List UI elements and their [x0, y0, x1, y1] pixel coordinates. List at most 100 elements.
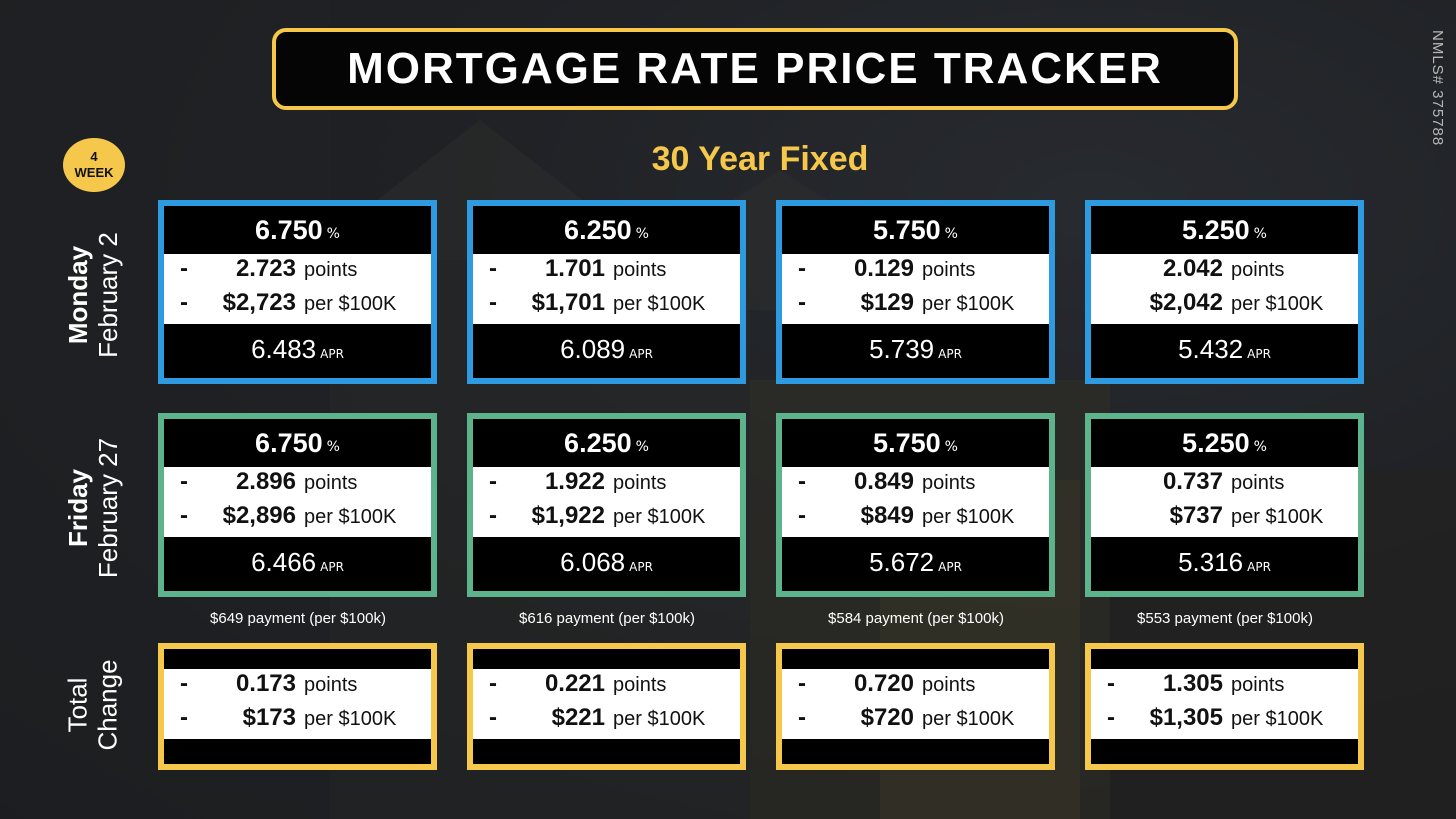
card-top-bar [164, 649, 431, 669]
total-change-card: - 1.305 points - $1,305 per $100K [1085, 643, 1364, 770]
cost-unit: per $100K [922, 293, 1015, 315]
apr-label: APR [320, 560, 344, 574]
apr-value: 6.466 [251, 546, 317, 577]
points-line: - 1.701 points [473, 255, 740, 289]
points-unit: points [613, 259, 667, 281]
cost-value: $1,922 [531, 502, 605, 529]
percent-sign: % [635, 226, 649, 242]
apr-label: APR [629, 347, 653, 361]
points-value: 0.849 [853, 468, 914, 495]
cost-sign: - [1107, 704, 1115, 731]
rate-value: 6.750 [255, 427, 323, 458]
rate-row: 5.250% [1091, 206, 1358, 254]
cost-line: - $720 per $100K [782, 704, 1049, 738]
cost-sign: - [489, 704, 497, 731]
cost-line: - $1,701 per $100K [473, 289, 740, 323]
friday-rate-card: 6.250% -1.922 points - $1,922 per $100K 6.068 A… [467, 413, 746, 597]
points-line: - 2.896 points [164, 468, 431, 502]
percent-sign: % [1253, 439, 1267, 455]
card-top-bar [473, 649, 740, 669]
rate-value: 5.250 [1182, 427, 1250, 458]
cost-line: - $2,896 per $100K [164, 502, 431, 536]
cost-sign: - [798, 704, 806, 731]
points-value: 0.720 [853, 670, 914, 697]
points-unit: points [1231, 472, 1285, 494]
points-unit: points [922, 674, 976, 696]
rate-row: 5.250% [1091, 419, 1358, 467]
points-unit: points [1231, 259, 1285, 281]
points-value: 2.896 [235, 468, 296, 495]
percent-sign: % [326, 439, 340, 455]
cost-sign: - [180, 502, 188, 529]
cost-value: $2,723 [222, 289, 296, 316]
points-line: - 1.922 points [473, 468, 740, 502]
cost-line: $737 per $100K [1091, 502, 1358, 536]
points-cost-block: 2.042 points $2,042 per $100K [1091, 254, 1358, 324]
cost-unit: per $100K [1231, 708, 1324, 730]
points-unit: points [1231, 674, 1285, 696]
points-sign: - [180, 468, 188, 495]
product-subtitle: 30 Year Fixed [651, 140, 869, 178]
cost-line: - $173 per $100K [164, 704, 431, 738]
cost-value: $720 [860, 704, 914, 731]
card-bottom-bar [164, 739, 431, 761]
friday-rate-card: 5.750% -0.849 points - $849 per $100K 5.672 APR [776, 413, 1055, 597]
apr-row: 5.672 APR [782, 537, 1049, 587]
cost-line: - $1,305 per $100K [1091, 704, 1358, 738]
points-unit: points [304, 674, 358, 696]
points-unit: points [304, 259, 358, 281]
rate-value: 6.750 [255, 214, 323, 245]
cost-sign: - [180, 289, 188, 316]
apr-row: 6.068 APR [473, 537, 740, 587]
apr-row: 6.483 APR [164, 324, 431, 374]
cost-sign: - [489, 289, 497, 316]
cost-unit: per $100K [922, 506, 1015, 528]
nmls-number: NMLS# 375788 [1429, 30, 1446, 147]
points-line: - 0.849 points [782, 468, 1049, 502]
points-value: 2.723 [235, 255, 296, 282]
payment-note: $553 payment (per $100k) [1137, 610, 1313, 627]
points-value: 1.922 [544, 468, 605, 495]
points-cost-block: - 0.173 points - $173 per $100K [164, 669, 431, 739]
monday-rate-card: 6.250% -1.701 points - $1,701 per $100K 6.089 A… [467, 200, 746, 384]
card-top-bar [782, 649, 1049, 669]
points-cost-block: - 0.720 points - $720 per $100K [782, 669, 1049, 739]
rate-row: 5.750% [782, 419, 1049, 467]
points-line: - 2.723 points [164, 255, 431, 289]
points-value: 0.737 [1162, 468, 1223, 495]
apr-label: APR [1247, 347, 1271, 361]
four-week-badge: 4 WEEK [63, 138, 125, 192]
cost-unit: per $100K [304, 708, 397, 730]
cost-unit: per $100K [922, 708, 1015, 730]
cost-sign: - [180, 704, 188, 731]
rate-value: 5.750 [873, 427, 941, 458]
payment-note: $616 payment (per $100k) [519, 610, 695, 627]
points-sign: - [1107, 670, 1115, 697]
row-label-friday: Friday February 27 [58, 418, 128, 598]
badge-number: 4 [90, 149, 98, 164]
percent-sign: % [944, 439, 958, 455]
points-sign: - [489, 255, 497, 282]
points-line: - 0.129 points [782, 255, 1049, 289]
cost-sign: - [798, 502, 806, 529]
points-sign: - [798, 255, 806, 282]
points-value: 0.221 [544, 670, 605, 697]
points-line: - 0.173 points [164, 670, 431, 704]
points-cost-block: - 1.305 points - $1,305 per $100K [1091, 669, 1358, 739]
apr-value: 5.739 [869, 333, 935, 364]
friday-rate-card: 6.750% -2.896 points - $2,896 per $100K 6.466 A… [158, 413, 437, 597]
rate-value: 5.750 [873, 214, 941, 245]
points-value: 2.042 [1162, 255, 1223, 282]
friday-rate-card: 5.250% 0.737 points $737 per $100K 5.316 APR [1085, 413, 1364, 597]
card-bottom-bar [473, 739, 740, 761]
cost-value: $173 [242, 704, 296, 731]
total-change-card: - 0.720 points - $720 per $100K [776, 643, 1055, 770]
rate-row: 6.750% [164, 419, 431, 467]
payment-note: $649 payment (per $100k) [210, 610, 386, 627]
apr-row: 5.316 APR [1091, 537, 1358, 587]
apr-value: 5.672 [869, 546, 935, 577]
points-line: - 1.305 points [1091, 670, 1358, 704]
points-line: - 0.720 points [782, 670, 1049, 704]
cost-value: $2,042 [1149, 289, 1223, 316]
points-value: 1.305 [1162, 670, 1223, 697]
